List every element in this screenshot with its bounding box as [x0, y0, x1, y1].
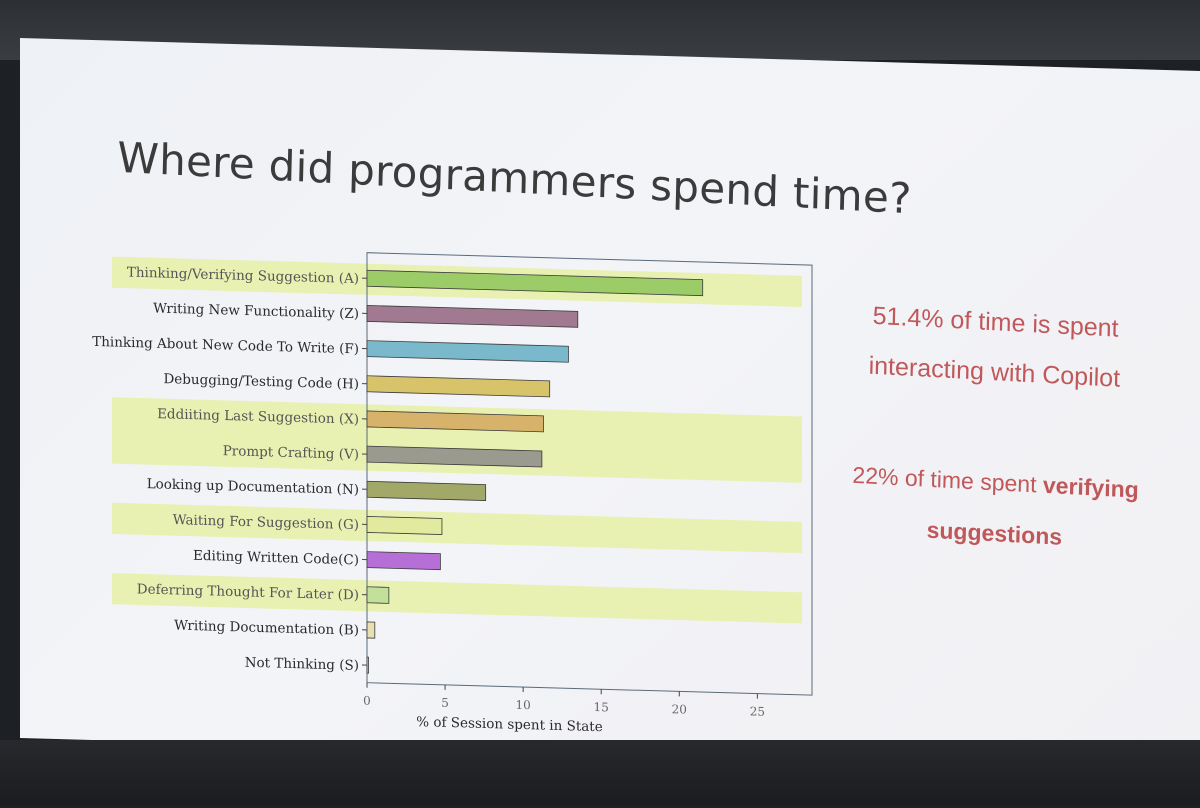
note2-prefix: 22% of time spent [852, 462, 1043, 498]
bar-10 [367, 622, 375, 638]
presentation-slide: Where did programmers spend time? Thinki… [20, 38, 1200, 771]
bar-11 [367, 657, 369, 673]
verifying-note: 22% of time spent verifying suggestions [819, 448, 1171, 568]
x-tick-label: 15 [594, 700, 609, 714]
category-label: Thinking About New Code To Write (F) [92, 334, 359, 357]
bar-7 [367, 516, 442, 534]
bar-3 [367, 376, 550, 397]
category-label: Not Thinking (S) [245, 655, 359, 674]
category-label: Editing Written Code(C) [193, 548, 359, 569]
bar-chart-svg: Thinking/Verifying Suggestion (A)Writing… [92, 235, 832, 746]
category-label: Writing Documentation (B) [174, 618, 359, 639]
projector-floor [0, 740, 1200, 805]
x-tick-label: 20 [672, 702, 687, 716]
copilot-interaction-note: 51.4% of time is spent interacting with … [829, 289, 1161, 406]
slide-title: Where did programmers spend time? [117, 133, 1018, 229]
x-axis-label: % of Session spent in State [416, 714, 602, 735]
x-tick-label: 0 [363, 694, 371, 708]
category-label: Debugging/Testing Code (H) [163, 371, 359, 392]
bar-9 [367, 587, 389, 604]
time-distribution-chart: Thinking/Verifying Suggestion (A)Writing… [92, 235, 832, 746]
bar-8 [367, 552, 440, 570]
x-tick-label: 25 [750, 704, 765, 718]
note2-emphasis: verifying [1043, 472, 1139, 503]
bar-6 [367, 481, 486, 500]
x-tick-label: 5 [441, 696, 449, 710]
category-label: Writing New Functionality (Z) [153, 300, 359, 322]
bar-2 [367, 341, 568, 363]
category-label: Looking up Documentation (N) [147, 476, 359, 498]
bar-1 [367, 305, 578, 327]
x-tick-label: 10 [516, 698, 531, 712]
